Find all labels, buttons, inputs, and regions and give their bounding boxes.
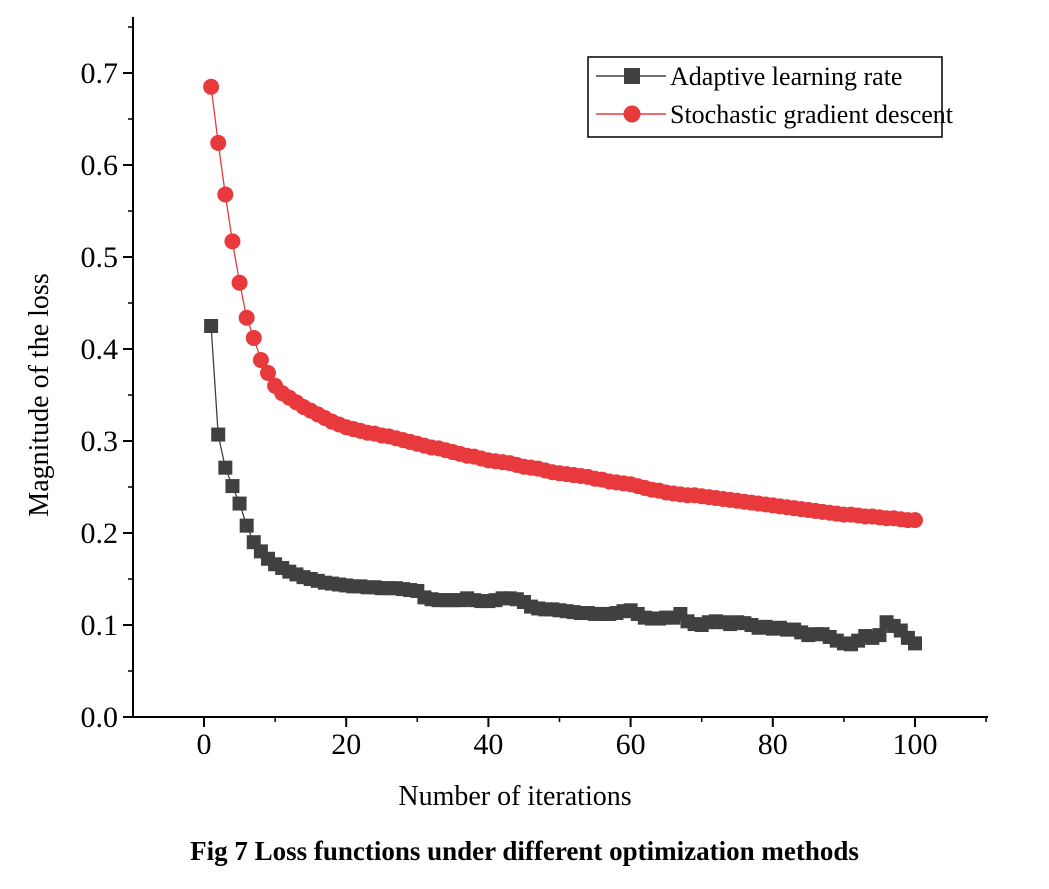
legend-square-marker bbox=[624, 68, 640, 84]
axes: 0 20 40 60 80 100 0.0 0.1 0.2 0.3 0.4 0.5 0.6 0.7 bbox=[81, 17, 988, 761]
data-point bbox=[211, 427, 226, 442]
data-point bbox=[204, 319, 219, 333]
data-point bbox=[238, 309, 255, 326]
series-layer bbox=[203, 78, 923, 652]
y-tick-label: 0.4 bbox=[81, 333, 119, 366]
legend-circle-marker bbox=[623, 105, 641, 123]
series-2 bbox=[203, 78, 923, 529]
y-tick-label: 0.2 bbox=[81, 517, 119, 550]
x-tick-label: 40 bbox=[473, 728, 503, 761]
y-tick-label: 0.6 bbox=[81, 149, 119, 182]
y-tick-label: 0.1 bbox=[81, 609, 119, 642]
y-tick-label: 0.7 bbox=[81, 57, 119, 90]
legend-label: Stochastic gradient descent bbox=[670, 100, 954, 129]
data-point bbox=[210, 134, 227, 151]
legend-label: Adaptive learning rate bbox=[670, 62, 902, 91]
x-tick-label: 60 bbox=[616, 728, 646, 761]
data-point bbox=[907, 512, 923, 529]
data-point bbox=[224, 233, 241, 250]
data-point bbox=[225, 479, 240, 494]
data-point bbox=[245, 329, 262, 346]
x-axis-title: Number of iterations bbox=[398, 781, 631, 812]
data-point bbox=[218, 460, 233, 475]
figure-caption: Fig 7 Loss functions under different opt… bbox=[190, 836, 859, 866]
legend: Adaptive learning rate Stochastic gradien… bbox=[587, 56, 954, 138]
y-tick-label: 0.5 bbox=[81, 241, 119, 274]
y-tick-label: 0.0 bbox=[81, 701, 119, 734]
series-line bbox=[210, 86, 915, 521]
x-tick-label: 20 bbox=[331, 728, 361, 761]
y-tick-label: 0.3 bbox=[81, 425, 119, 458]
series-line bbox=[210, 325, 916, 645]
series-1 bbox=[204, 319, 922, 652]
data-point bbox=[872, 628, 887, 643]
data-point bbox=[232, 496, 247, 511]
x-tick-label: 100 bbox=[893, 728, 938, 761]
data-point bbox=[217, 186, 234, 203]
x-tick-label: 80 bbox=[758, 728, 788, 761]
data-point bbox=[908, 636, 922, 651]
legend-box bbox=[587, 56, 943, 138]
y-axis-title: Magnitude of the loss bbox=[24, 273, 55, 516]
data-point bbox=[252, 352, 269, 369]
data-point bbox=[239, 518, 254, 533]
loss-chart: 0 20 40 60 80 100 0.0 0.1 0.2 0.3 0.4 0.5 0.6 0.7 Ada… bbox=[24, 17, 988, 812]
data-point bbox=[231, 274, 248, 291]
data-point bbox=[203, 78, 220, 95]
data-point bbox=[259, 364, 276, 381]
x-tick-label: 0 bbox=[197, 728, 212, 761]
